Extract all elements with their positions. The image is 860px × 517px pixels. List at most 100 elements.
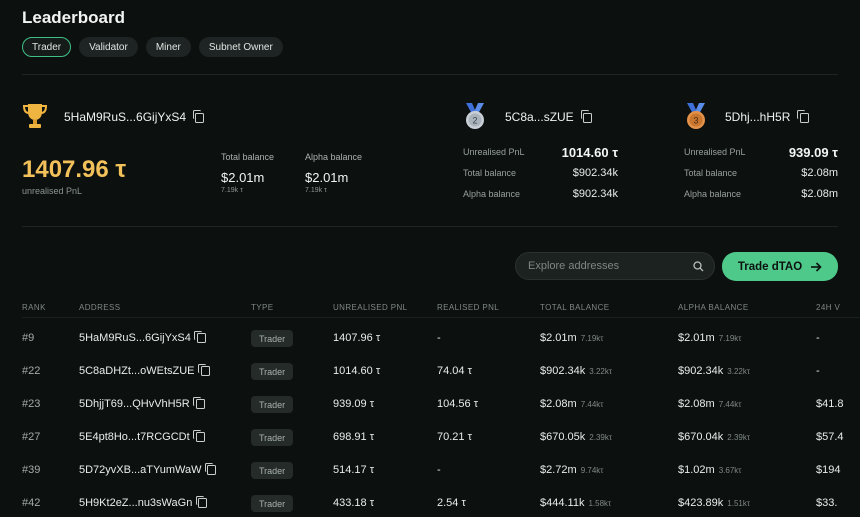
divider xyxy=(22,226,838,227)
unrealised-cell: 433.18 τ xyxy=(333,497,374,509)
second-unrealised: 1014.60 τ xyxy=(540,145,618,160)
copy-icon[interactable] xyxy=(195,113,204,123)
col-type: TYPE xyxy=(251,303,274,312)
tab-subnet-owner[interactable]: Subnet Owner xyxy=(199,37,283,57)
trade-dtao-button[interactable]: Trade dTAO xyxy=(722,252,838,281)
third-place-address[interactable]: 5Dhj...hH5R xyxy=(725,110,809,124)
first-alpha-balance-sub: 7.19k τ xyxy=(305,187,327,194)
realised-cell: 70.21 τ xyxy=(437,431,472,443)
first-place-pnl: 1407.96 τ xyxy=(22,156,126,184)
alpha-balance-cell: $2.01m 7.19kτ xyxy=(678,332,741,344)
copy-icon[interactable] xyxy=(800,113,809,123)
trophy-icon xyxy=(22,102,48,130)
address-cell[interactable]: 5C8aDHZt...oWEtsZUE xyxy=(79,365,210,377)
volume-cell: $33. xyxy=(816,497,837,509)
rank-cell: #23 xyxy=(22,398,40,410)
type-badge: Trader xyxy=(251,495,293,512)
first-total-balance: $2.01m xyxy=(221,170,264,185)
second-total-label: Total balance xyxy=(463,168,516,178)
first-alpha-balance-label: Alpha balance xyxy=(305,152,362,162)
col-unrealised-pnl[interactable]: UNREALISED PNL xyxy=(333,303,408,312)
second-alpha: $902.34k xyxy=(540,188,618,200)
second-unrealised-label: Unrealised PnL xyxy=(463,147,525,157)
address-cell[interactable]: 5E4pt8Ho...t7RCGCDt xyxy=(79,431,205,443)
first-total-balance-label: Total balance xyxy=(221,152,274,162)
volume-cell: $41.8 xyxy=(816,398,844,410)
third-unrealised-label: Unrealised PnL xyxy=(684,147,746,157)
volume-cell: $57.4 xyxy=(816,431,844,443)
col-24h-volume[interactable]: 24H V xyxy=(816,303,840,312)
col-rank: RANK xyxy=(22,303,46,312)
rank-cell: #39 xyxy=(22,464,40,476)
copy-icon[interactable] xyxy=(196,399,205,409)
type-badge: Trader xyxy=(251,396,293,413)
col-alpha-balance[interactable]: ALPHA BALANCE xyxy=(678,303,749,312)
copy-icon[interactable] xyxy=(196,432,205,442)
tab-validator[interactable]: Validator xyxy=(79,37,138,57)
alpha-balance-cell: $670.04k 2.39kτ xyxy=(678,431,750,443)
address-cell[interactable]: 5H9Kt2eZ...nu3sWaGn xyxy=(79,497,207,509)
volume-cell: $194 xyxy=(816,464,840,476)
type-tabs: Trader Validator Miner Subnet Owner xyxy=(22,37,283,57)
silver-medal-icon: 2 xyxy=(462,102,488,130)
third-unrealised: 939.09 τ xyxy=(760,145,838,160)
address-cell[interactable]: 5D72yvXB...aTYumWaW xyxy=(79,464,216,476)
second-place-address[interactable]: 5C8a...sZUE xyxy=(505,110,592,124)
second-total: $902.34k xyxy=(540,167,618,179)
col-total-balance[interactable]: TOTAL BALANCE xyxy=(540,303,610,312)
search-icon[interactable] xyxy=(693,261,704,272)
tab-trader[interactable]: Trader xyxy=(22,37,71,57)
type-badge: Trader xyxy=(251,429,293,446)
arrow-right-icon xyxy=(810,262,822,272)
copy-icon[interactable] xyxy=(198,498,207,508)
first-total-balance-sub: 7.19k τ xyxy=(221,187,243,194)
alpha-balance-cell: $902.34k 3.22kτ xyxy=(678,365,750,377)
realised-cell: 74.04 τ xyxy=(437,365,472,377)
address-cell[interactable]: 5HaM9RuS...6GijYxS4 xyxy=(79,332,206,344)
unrealised-cell: 514.17 τ xyxy=(333,464,374,476)
rank-cell: #22 xyxy=(22,365,40,377)
type-badge: Trader xyxy=(251,462,293,479)
total-balance-cell: $2.72m 9.74kτ xyxy=(540,464,603,476)
total-balance-cell: $670.05k 2.39kτ xyxy=(540,431,612,443)
alpha-balance-cell: $423.89k 1.51kτ xyxy=(678,497,750,509)
third-alpha: $2.08m xyxy=(760,188,838,200)
page-title: Leaderboard xyxy=(22,8,125,28)
first-place-address[interactable]: 5HaM9RuS...6GijYxS4 xyxy=(64,110,204,124)
rank-cell: #42 xyxy=(22,497,40,509)
realised-cell: - xyxy=(437,332,441,344)
copy-icon[interactable] xyxy=(207,465,216,475)
unrealised-cell: 698.91 τ xyxy=(333,431,374,443)
realised-cell: 104.56 τ xyxy=(437,398,478,410)
unrealised-cell: 939.09 τ xyxy=(333,398,374,410)
realised-cell: 2.54 τ xyxy=(437,497,466,509)
total-balance-cell: $2.08m 7.44kτ xyxy=(540,398,603,410)
alpha-balance-cell: $1.02m 3.67kτ xyxy=(678,464,741,476)
volume-cell: - xyxy=(816,332,820,344)
total-balance-cell: $2.01m 7.19kτ xyxy=(540,332,603,344)
col-realised-pnl[interactable]: REALISED PNL xyxy=(437,303,499,312)
col-address: ADDRESS xyxy=(79,303,120,312)
second-alpha-label: Alpha balance xyxy=(463,189,520,199)
tab-miner[interactable]: Miner xyxy=(146,37,191,57)
unrealised-cell: 1407.96 τ xyxy=(333,332,380,344)
total-balance-cell: $444.11k 1.58kτ xyxy=(540,497,611,509)
svg-text:3: 3 xyxy=(693,116,698,126)
rank-cell: #27 xyxy=(22,431,40,443)
first-alpha-balance: $2.01m xyxy=(305,170,348,185)
svg-text:2: 2 xyxy=(472,116,477,126)
divider xyxy=(22,74,838,75)
search-box xyxy=(515,252,715,280)
copy-icon[interactable] xyxy=(201,366,210,376)
type-badge: Trader xyxy=(251,330,293,347)
total-balance-cell: $902.34k 3.22kτ xyxy=(540,365,612,377)
copy-icon[interactable] xyxy=(583,113,592,123)
address-cell[interactable]: 5DhjjT69...QHvVhH5R xyxy=(79,398,205,410)
rank-cell: #9 xyxy=(22,332,34,344)
search-input[interactable] xyxy=(526,259,693,273)
bronze-medal-icon: 3 xyxy=(683,102,709,130)
volume-cell: - xyxy=(816,365,820,377)
table-divider xyxy=(22,317,860,318)
copy-icon[interactable] xyxy=(197,333,206,343)
realised-cell: - xyxy=(437,464,441,476)
